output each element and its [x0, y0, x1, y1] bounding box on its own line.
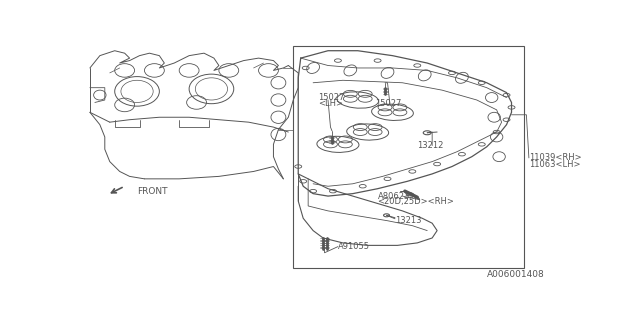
Text: 11063<LH>: 11063<LH>	[529, 160, 580, 169]
Text: <LH>: <LH>	[318, 99, 343, 108]
Text: 11039<RH>: 11039<RH>	[529, 153, 582, 163]
Text: <20D,25D><RH>: <20D,25D><RH>	[378, 197, 454, 206]
Text: 13213: 13213	[395, 216, 422, 225]
Text: 13212: 13212	[417, 141, 444, 150]
Text: A80623: A80623	[378, 192, 410, 201]
Bar	[293, 46, 524, 268]
Text: 15027: 15027	[375, 99, 401, 108]
Text: A91055: A91055	[338, 242, 370, 251]
Text: A006001408: A006001408	[486, 270, 545, 279]
Text: FRONT: FRONT	[137, 187, 168, 196]
Text: 15027: 15027	[318, 93, 344, 102]
